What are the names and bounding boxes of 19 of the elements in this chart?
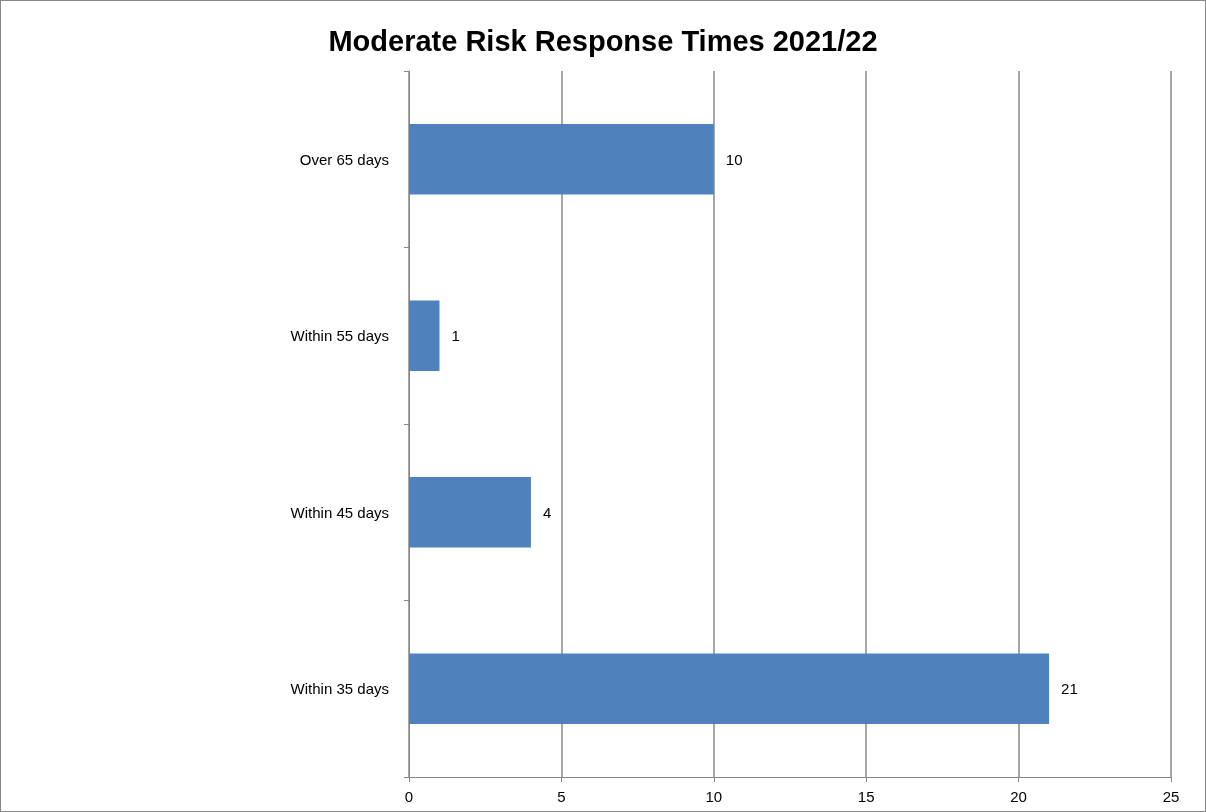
- data-label: 1: [451, 327, 460, 345]
- x-tick-label: 20: [1010, 788, 1027, 805]
- data-label: 10: [725, 150, 743, 168]
- bar: [409, 476, 531, 548]
- x-tick-label: 5: [557, 788, 566, 805]
- bar: [409, 653, 1050, 725]
- data-label: 4: [542, 503, 552, 521]
- y-tick-label: Within 55 days: [290, 327, 389, 345]
- data-label: 21: [1061, 680, 1078, 698]
- bar: [409, 123, 714, 195]
- x-tick-label: 10: [705, 788, 723, 805]
- y-tick-label: Within 45 days: [290, 503, 389, 521]
- x-tick-label: 0: [404, 788, 414, 805]
- y-tick-label: Over 65 days: [299, 150, 389, 168]
- chart-title: Moderate Risk Response Times 2021/22: [328, 24, 878, 57]
- x-tick-label: 15: [857, 788, 875, 805]
- x-tick-label: 25: [1162, 788, 1180, 805]
- y-tick-label: Within 35 days: [290, 680, 389, 698]
- bar: [409, 300, 440, 372]
